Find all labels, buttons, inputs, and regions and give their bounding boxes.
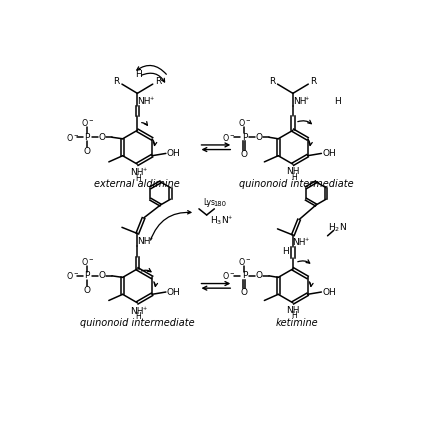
Text: NH: NH xyxy=(130,168,144,177)
Text: P: P xyxy=(85,133,90,142)
Text: H$_2$N: H$_2$N xyxy=(328,222,347,234)
Text: O: O xyxy=(241,288,248,297)
Text: P: P xyxy=(242,271,247,280)
Text: Lys: Lys xyxy=(203,198,215,207)
Text: OH: OH xyxy=(167,149,181,158)
Text: O$^-$: O$^-$ xyxy=(238,256,251,267)
Text: NH: NH xyxy=(130,307,144,316)
Text: P: P xyxy=(242,133,247,142)
Text: O$^-$: O$^-$ xyxy=(81,117,94,128)
Text: NH: NH xyxy=(286,306,300,315)
Text: quinonoid intermediate: quinonoid intermediate xyxy=(80,318,195,328)
Text: O$^-$: O$^-$ xyxy=(238,117,251,128)
Text: NH: NH xyxy=(138,96,151,105)
Text: OH: OH xyxy=(322,149,336,158)
Text: H: H xyxy=(291,173,297,182)
Text: H: H xyxy=(282,247,289,256)
Text: R: R xyxy=(269,76,275,85)
Text: NH: NH xyxy=(137,237,150,246)
Text: H: H xyxy=(135,312,141,321)
Text: OH: OH xyxy=(322,287,336,297)
Text: 180: 180 xyxy=(214,201,227,207)
Text: $^+$: $^+$ xyxy=(147,237,154,243)
Text: O: O xyxy=(255,133,263,142)
Text: H$_3$N: H$_3$N xyxy=(210,215,229,227)
Text: NH: NH xyxy=(286,167,300,176)
Text: H: H xyxy=(334,96,341,105)
Text: $^+$: $^+$ xyxy=(148,96,155,102)
Text: H: H xyxy=(291,312,297,320)
Text: $^+$: $^+$ xyxy=(303,96,310,102)
Text: NH: NH xyxy=(292,238,306,247)
Text: O: O xyxy=(98,271,105,280)
Text: O$^-$: O$^-$ xyxy=(66,270,79,281)
Text: O$^-$: O$^-$ xyxy=(222,270,235,281)
Text: R: R xyxy=(155,76,161,85)
Text: H: H xyxy=(135,173,141,183)
Text: O: O xyxy=(84,147,91,156)
Text: OH: OH xyxy=(167,287,181,297)
Text: H: H xyxy=(136,71,142,79)
Text: O: O xyxy=(84,286,91,295)
Text: ketimine: ketimine xyxy=(275,318,318,328)
Text: R: R xyxy=(311,76,317,85)
Text: O: O xyxy=(255,271,263,280)
Text: R: R xyxy=(113,76,120,85)
Text: $^+$: $^+$ xyxy=(141,168,147,174)
Text: O$^-$: O$^-$ xyxy=(81,256,94,267)
Text: quinonoid intermediate: quinonoid intermediate xyxy=(239,179,354,189)
Text: O$^-$: O$^-$ xyxy=(222,132,235,143)
Text: $^+$: $^+$ xyxy=(227,216,233,222)
Text: $^+$: $^+$ xyxy=(141,307,147,313)
Text: O: O xyxy=(241,150,248,159)
Text: external aldimine: external aldimine xyxy=(94,179,180,189)
Text: NH: NH xyxy=(293,96,306,105)
Text: P: P xyxy=(85,271,90,280)
Text: $^+$: $^+$ xyxy=(303,238,309,244)
Text: O: O xyxy=(98,133,105,142)
Text: O$^-$: O$^-$ xyxy=(66,132,79,143)
